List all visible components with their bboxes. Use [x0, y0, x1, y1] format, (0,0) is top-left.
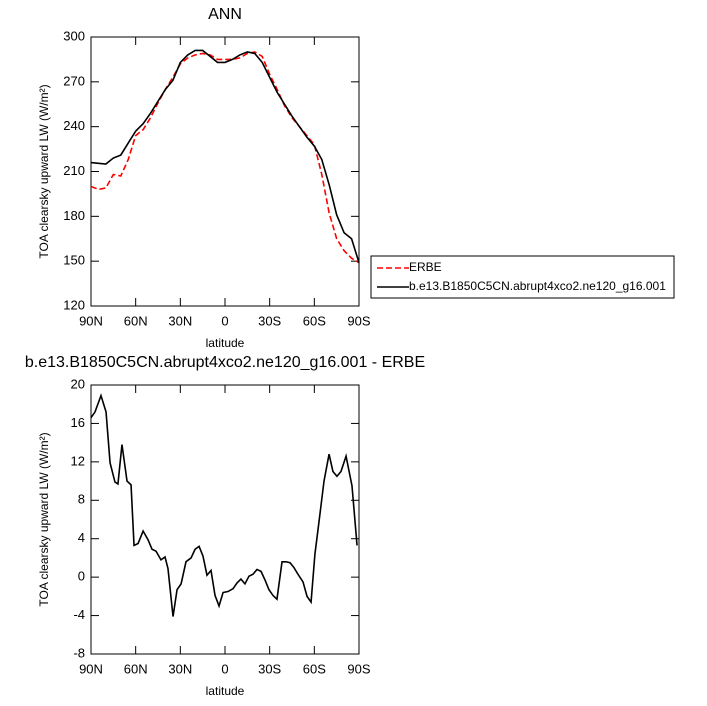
plot-frame — [90, 36, 360, 307]
chart-title: ANN — [208, 6, 242, 23]
y-tick-label: 4 — [78, 530, 85, 545]
y-tick-label: -4 — [73, 607, 85, 622]
x-tick-label: 60S — [303, 661, 326, 676]
x-tick-label: 90S — [347, 313, 370, 328]
series-line — [90, 393, 358, 617]
y-axis-label: TOA clearsky upward LW (W/m²) — [37, 432, 51, 606]
y-tick-label: 8 — [78, 492, 85, 507]
x-tick-label: 90S — [347, 661, 370, 676]
plot-frame — [90, 384, 360, 655]
y-tick-label: 270 — [63, 73, 85, 88]
y-tick-label: 20 — [71, 376, 85, 391]
x-tick-label: 60N — [124, 661, 148, 676]
x-tick-label: 90N — [79, 313, 103, 328]
y-tick-label: 180 — [63, 208, 85, 223]
y-tick-label: 210 — [63, 163, 85, 178]
series-line — [90, 51, 360, 264]
y-tick-label: 300 — [63, 28, 85, 43]
y-tick-label: 16 — [71, 415, 85, 430]
y-tick-label: 12 — [71, 453, 85, 468]
x-tick-label: 30S — [258, 313, 281, 328]
x-axis-label: latitude — [206, 684, 245, 698]
series-line — [90, 49, 360, 263]
x-tick-label: 30N — [168, 313, 192, 328]
x-tick-label: 90N — [79, 661, 103, 676]
y-tick-label: 240 — [63, 118, 85, 133]
x-axis-label: latitude — [206, 336, 245, 350]
legend-box — [370, 255, 675, 299]
legend-label: ERBE — [409, 260, 442, 274]
y-tick-label: 150 — [63, 253, 85, 268]
legend-label: b.e13.B1850C5CN.abrupt4xco2.ne120_g16.00… — [409, 279, 666, 293]
y-tick-label: -8 — [73, 645, 85, 660]
x-tick-label: 0 — [221, 313, 228, 328]
y-tick-label: 0 — [78, 569, 85, 584]
x-tick-label: 30N — [168, 661, 192, 676]
y-tick-label: 120 — [63, 297, 85, 312]
y-axis-label: TOA clearsky upward LW (W/m²) — [37, 84, 51, 258]
x-tick-label: 60N — [124, 313, 148, 328]
x-tick-label: 0 — [221, 661, 228, 676]
x-tick-label: 60S — [303, 313, 326, 328]
chart-title: b.e13.B1850C5CN.abrupt4xco2.ne120_g16.00… — [25, 354, 425, 371]
x-tick-label: 30S — [258, 661, 281, 676]
